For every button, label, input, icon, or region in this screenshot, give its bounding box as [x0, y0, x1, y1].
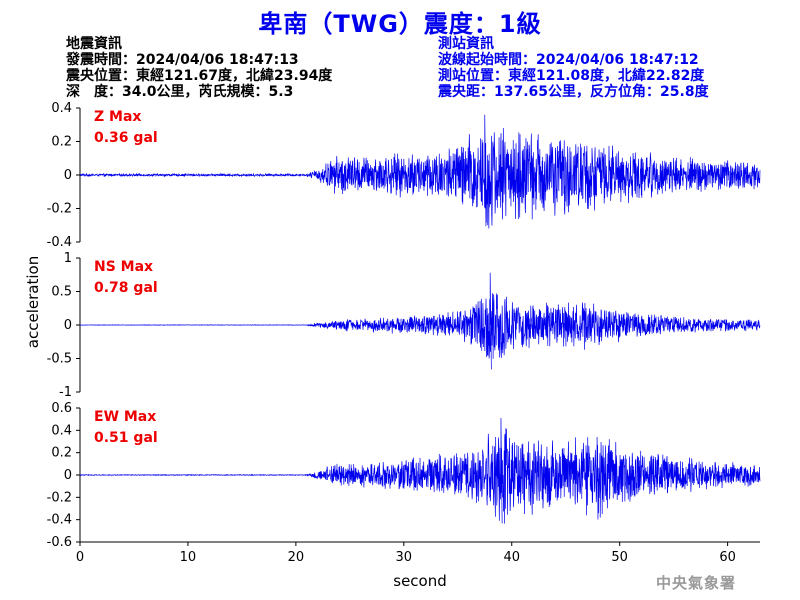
x-tick-label: 60	[719, 550, 736, 565]
y-tick-label: -0.5	[47, 352, 72, 367]
y-tick-label: 0.4	[51, 101, 72, 116]
x-tick-label: 40	[503, 550, 520, 565]
max-label: Z Max	[94, 109, 141, 125]
quake-info-heading: 地震資訊	[66, 36, 122, 52]
page-title: 卑南（TWG）震度：1級	[258, 10, 542, 38]
max-label: NS Max	[94, 259, 153, 275]
y-tick-label: -0.6	[47, 535, 72, 550]
y-tick-label: -0.4	[47, 513, 72, 528]
y-tick-label: 0	[64, 318, 72, 333]
y-tick-label: 0	[64, 468, 72, 483]
quake-depth-magnitude: 深 度：34.0公里，芮氏規模：5.3	[66, 84, 294, 100]
quake-info-block: 地震資訊 發震時間：2024/04/06 18:47:13 震央位置：東經121…	[66, 36, 332, 100]
panel-ns: -1 -0.5 0 0.5 1 NS Max 0.78 gal	[47, 251, 761, 400]
panel-ew: -0.6 -0.4 -0.2 0 0.2 0.4 0.6 EW Max 0.51 gal	[47, 401, 761, 550]
waveform-trace-ns	[79, 272, 761, 370]
y-tick-label: 0	[64, 168, 72, 183]
max-value: 0.78 gal	[94, 280, 158, 296]
station-info-block: 測站資訊 波線起始時間：2024/04/06 18:47:12 測站位置：東經1…	[438, 36, 709, 100]
waveform-trace-z	[79, 114, 761, 229]
quake-origin-time: 發震時間：2024/04/06 18:47:13	[66, 52, 299, 68]
y-tick-label: 0.4	[51, 423, 72, 438]
y-axis-label: acceleration	[24, 256, 42, 348]
station-info-heading: 測站資訊	[438, 36, 494, 52]
agency-watermark: 中央氣象署	[656, 574, 737, 592]
quake-epicenter: 震央位置：東經121.67度，北緯23.94度	[66, 68, 333, 84]
max-label: EW Max	[94, 409, 156, 425]
x-tick-label: 30	[396, 550, 413, 565]
y-tick-label: -0.2	[47, 202, 72, 217]
x-tick-label: 0	[76, 550, 84, 565]
y-tick-label: 1	[64, 251, 72, 266]
station-location: 測站位置：東經121.08度，北緯22.82度	[438, 68, 705, 84]
max-value: 0.36 gal	[94, 130, 158, 146]
x-axis-label: second	[393, 572, 447, 590]
panel-z: -0.4 -0.2 0 0.2 0.4 Z Max 0.36 gal	[47, 101, 761, 250]
y-tick-label: 0.2	[51, 135, 72, 150]
epicentral-distance: 震央距：137.65公里，反方位角：25.8度	[438, 84, 709, 100]
y-tick-label: -0.4	[47, 235, 72, 250]
x-tick-label: 10	[180, 550, 197, 565]
max-value: 0.51 gal	[94, 430, 158, 446]
waveform-start-time: 波線起始時間：2024/04/06 18:47:12	[438, 52, 699, 68]
waveform-trace-ew	[79, 418, 761, 524]
y-tick-label: -0.2	[47, 490, 72, 505]
y-tick-label: 0.6	[51, 401, 72, 416]
x-tick-label: 20	[288, 550, 305, 565]
y-tick-label: 0.2	[51, 446, 72, 461]
y-tick-label: -1	[59, 385, 72, 400]
x-tick-label: 50	[611, 550, 628, 565]
y-tick-label: 0.5	[51, 285, 72, 300]
